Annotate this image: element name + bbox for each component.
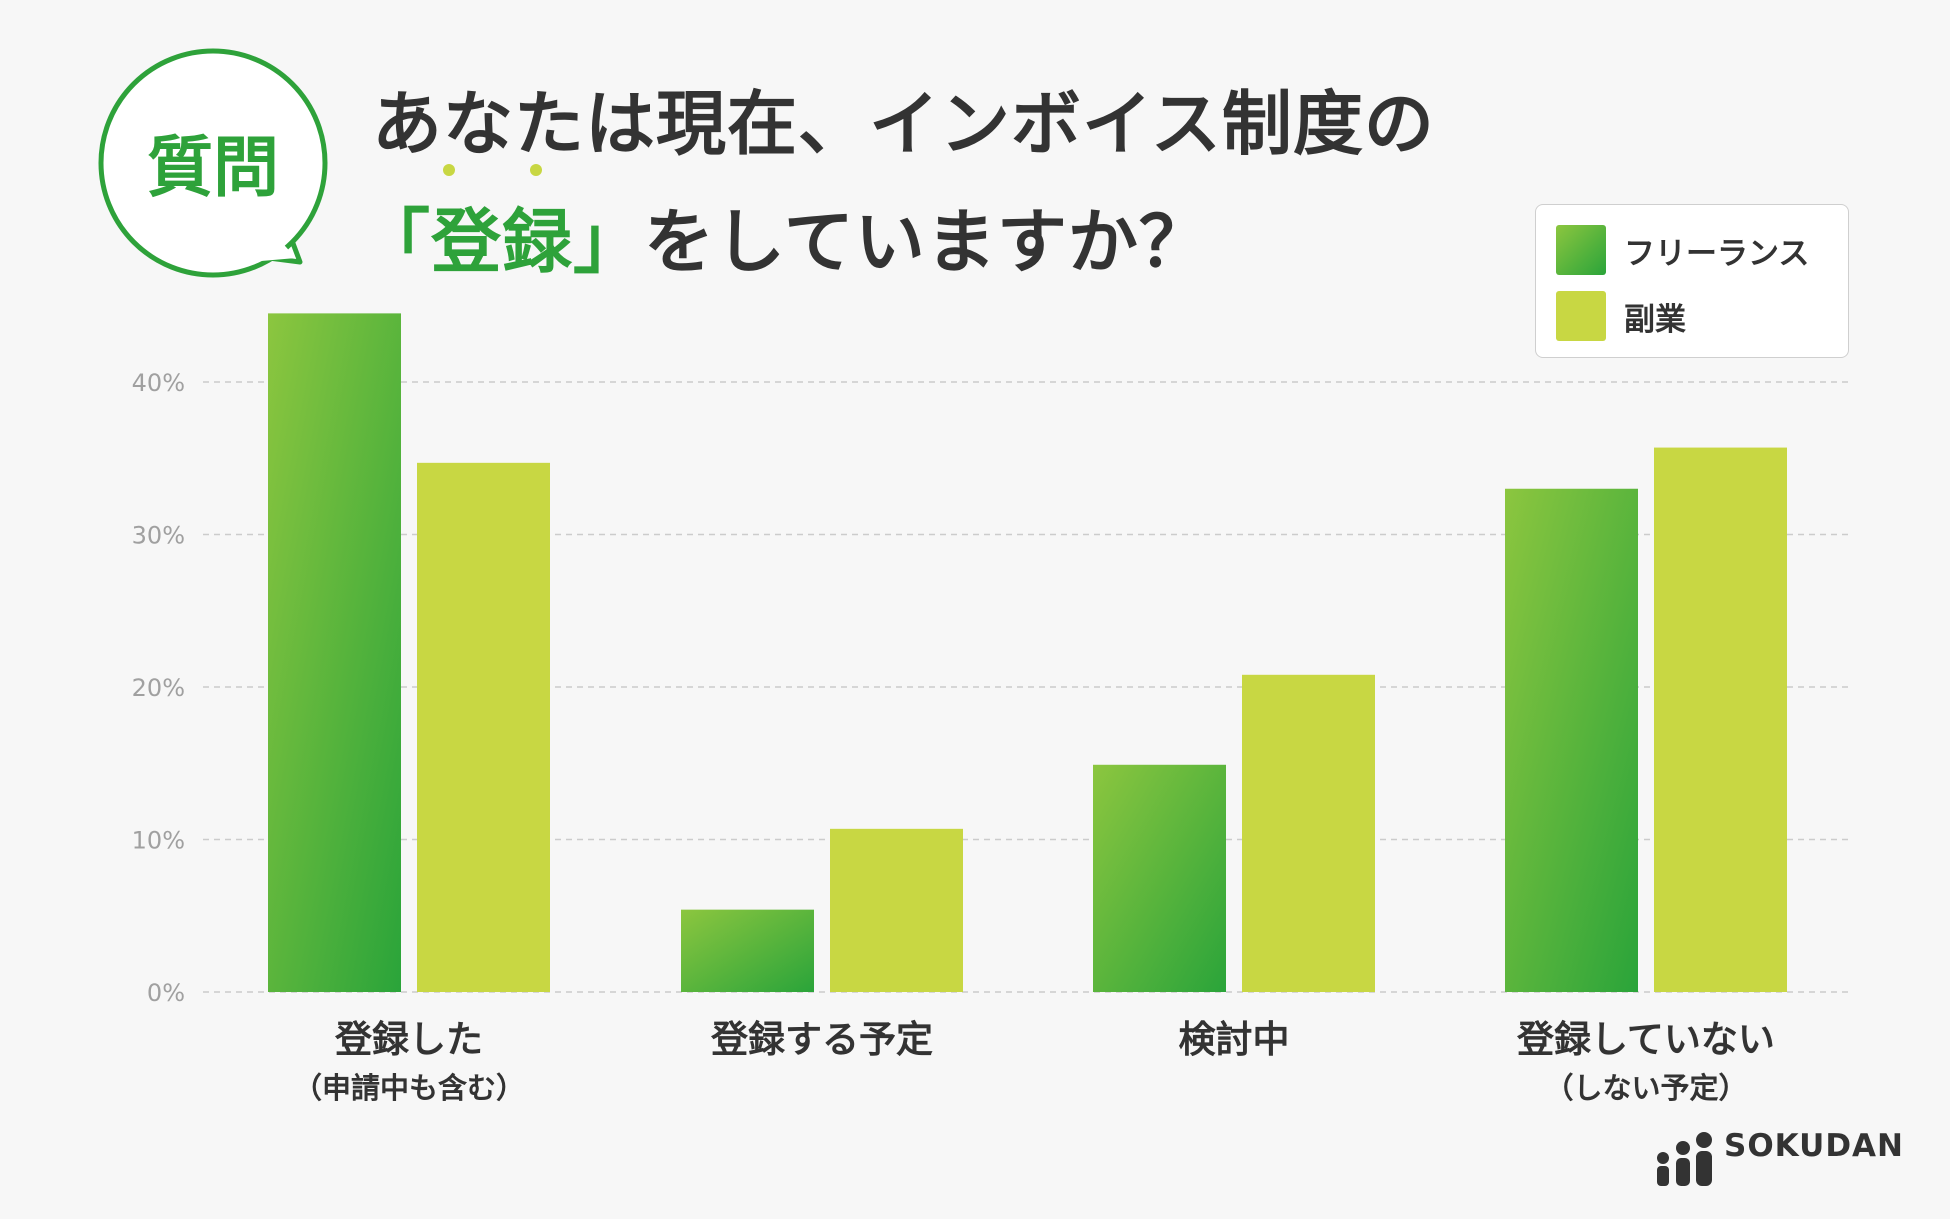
title-accent-word: 登録 (431, 201, 573, 283)
legend-swatch-freelance (1556, 225, 1606, 275)
title-bracket-close: 」 (573, 201, 644, 283)
legend-swatch-side-job (1556, 291, 1606, 341)
x-category-label: 登録する予定 (710, 1018, 933, 1061)
title-line-2: 「登録」をしていますか？ (360, 186, 1210, 287)
sokudan-logo: SOKUDAN (1652, 1128, 1904, 1164)
y-tick-label: 20% (132, 674, 185, 702)
question-bubble: 質問 (98, 48, 328, 278)
y-tick-label: 0% (147, 979, 185, 1007)
title-rest: をしていますか？ (644, 201, 1210, 283)
bar-freelance (1093, 764, 1226, 992)
bar-side-job (1242, 674, 1375, 992)
x-category-label: 登録していない (1516, 1018, 1775, 1061)
emphasis-dot (530, 164, 542, 176)
sokudan-logo-icon (1657, 1132, 1712, 1186)
y-axis-ticks: 0% 10% 20% 30% 40% (132, 369, 185, 1007)
bar-side-job (417, 462, 550, 992)
legend-label-freelance: フリーランス (1624, 235, 1810, 272)
question-badge-text: 質問 (147, 129, 279, 206)
y-tick-label: 30% (132, 522, 185, 550)
x-category-label: 検討中 (1179, 1018, 1290, 1061)
x-category-sublabel: （申請中も含む） (293, 1071, 525, 1105)
emphasis-dot (443, 164, 455, 176)
logo-text: SOKUDAN (1724, 1128, 1904, 1164)
x-category-label: 登録した (334, 1018, 483, 1061)
chart-legend: フリーランス 副業 (1535, 204, 1849, 358)
legend-label-side-job: 副業 (1624, 301, 1686, 338)
bar-side-job (830, 828, 963, 992)
bar-side-job (1654, 447, 1787, 992)
legend-item-side-job: 副業 (1556, 291, 1686, 341)
y-tick-label: 40% (132, 369, 185, 397)
title-bracket-open: 「 (360, 201, 431, 283)
title-line-1: あなたは現在、インボイス制度の (372, 68, 1435, 169)
x-category-sublabel: （しない予定） (1544, 1071, 1747, 1105)
bars (268, 313, 1787, 992)
bar-freelance (681, 909, 814, 992)
x-axis-labels: 登録した （申請中も含む） 登録する予定 検討中 登録していない （しない予定） (293, 1018, 1775, 1105)
y-tick-label: 10% (132, 827, 185, 855)
bar-freelance (268, 313, 401, 992)
bar-freelance (1505, 488, 1638, 992)
title-text: あなたは現在、インボイス制度の (372, 83, 1435, 165)
legend-item-freelance: フリーランス (1556, 225, 1809, 275)
